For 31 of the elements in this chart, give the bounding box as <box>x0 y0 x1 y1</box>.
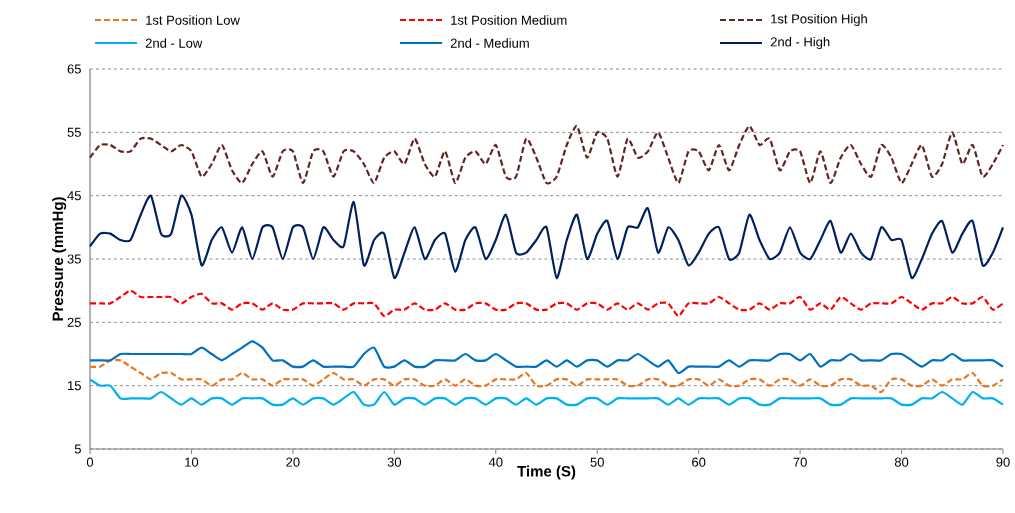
y-tick-label: 55 <box>67 127 81 137</box>
x-axis-title: Time (S) <box>517 465 576 480</box>
legend-label: 1st Position High <box>771 13 867 27</box>
x-tick-label: 0 <box>86 457 94 467</box>
y-tick-label: 25 <box>67 317 81 327</box>
y-tick-label: 35 <box>67 254 81 264</box>
line-series <box>88 194 1005 280</box>
x-tick-label: 60 <box>692 457 706 467</box>
line-series <box>88 340 1005 375</box>
legend-label: 1st Position Medium <box>451 15 567 25</box>
x-tick-label: 30 <box>387 457 402 467</box>
legend-label: 2nd - Medium <box>450 38 529 48</box>
y-tick-label: 65 <box>67 64 81 74</box>
x-tick-label: 10 <box>185 457 199 467</box>
x-tick-label: 50 <box>590 457 604 467</box>
y-tick-label: 5 <box>74 444 81 454</box>
legend-label: 2nd - High <box>770 36 830 50</box>
y-tick-label: 15 <box>68 381 81 391</box>
x-tick-label: 40 <box>488 457 503 467</box>
x-tick-label: 90 <box>996 457 1010 467</box>
line-series <box>88 289 1005 318</box>
legend-label: 2nd - Low <box>145 38 203 48</box>
y-tick-label: 45 <box>67 191 81 201</box>
line-series <box>88 359 1005 394</box>
x-tick-label: 20 <box>286 457 300 467</box>
line-series <box>88 124 1005 185</box>
legend-label: 1st Position Low <box>146 15 240 25</box>
line-series <box>88 378 1005 407</box>
x-tick-label: 80 <box>894 457 909 467</box>
x-tick-label: 70 <box>793 457 807 467</box>
y-axis-title: Pressure (mmHg) <box>52 197 67 321</box>
